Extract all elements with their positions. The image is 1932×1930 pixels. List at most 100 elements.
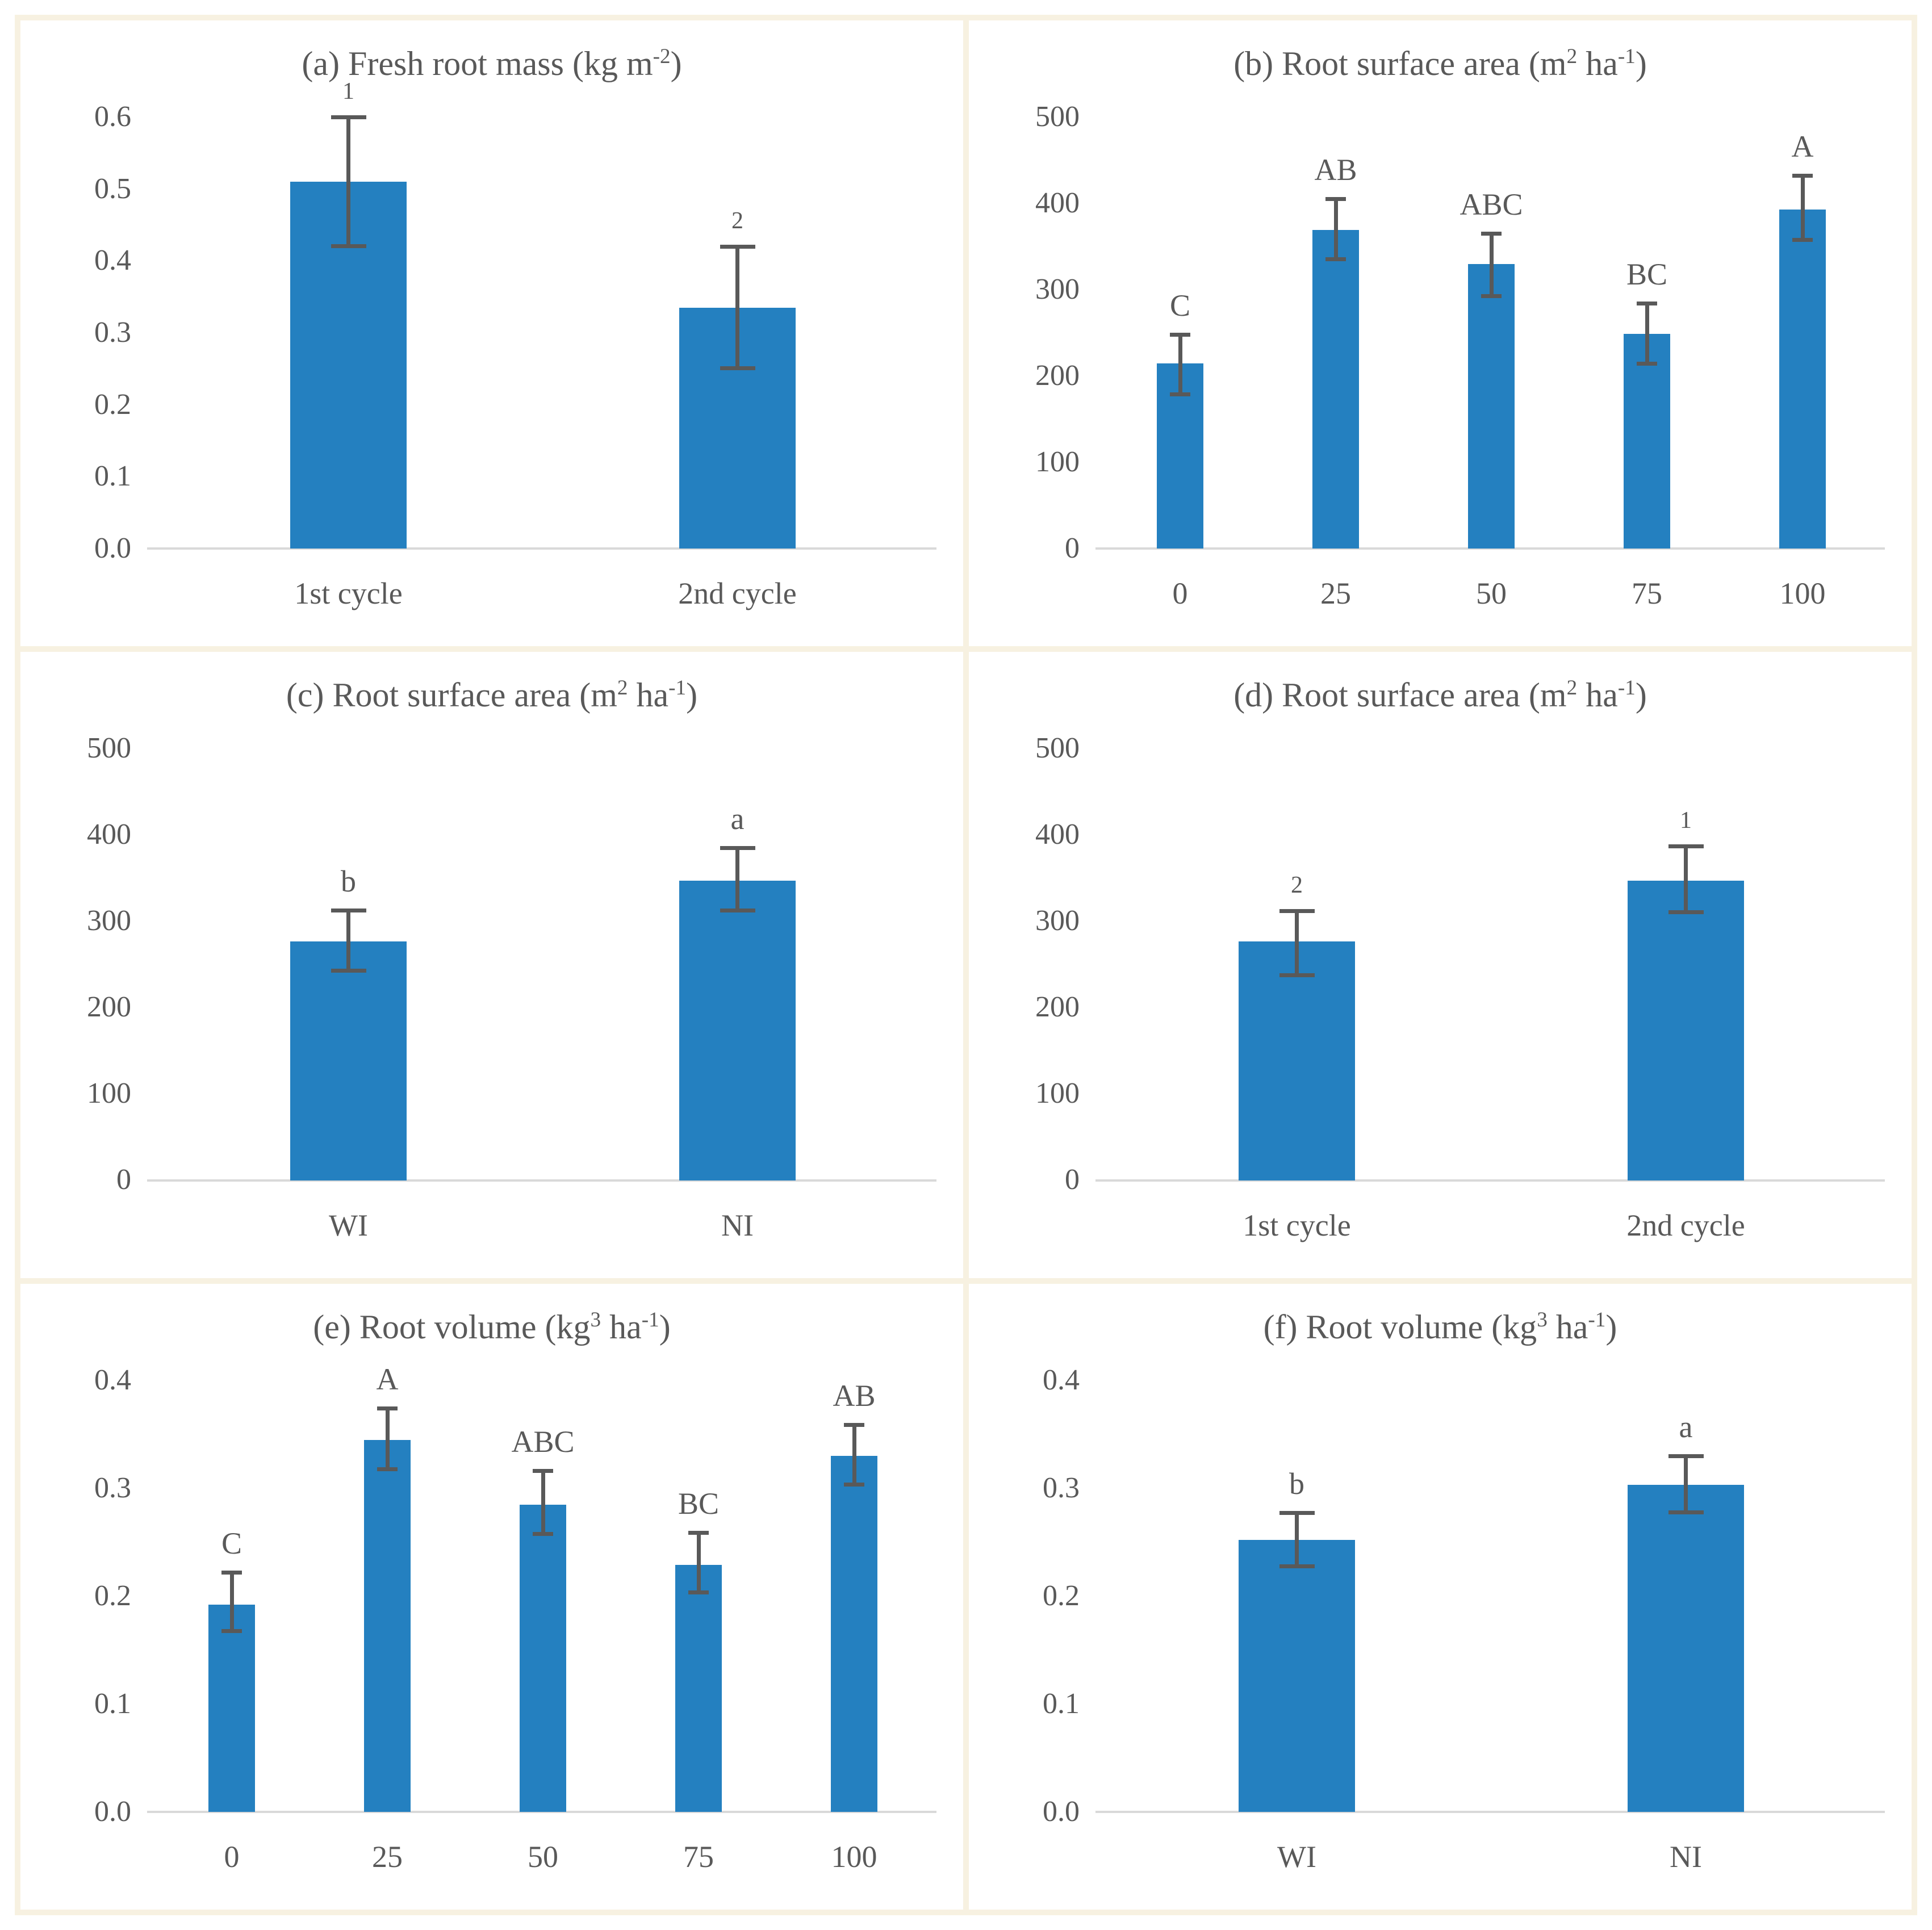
- x-category-label: WI: [329, 1208, 368, 1242]
- x-category-label: 75: [683, 1840, 714, 1874]
- bar-WI: [1238, 1540, 1356, 1812]
- y-tick-label: 0: [1065, 1163, 1080, 1196]
- title-text: (c) Root surface area (m: [286, 676, 617, 714]
- error-bar: [385, 1408, 390, 1470]
- error-bar-cap-bottom: [1325, 257, 1346, 261]
- y-tick-label: 0.4: [94, 1363, 131, 1396]
- error-bar-cap-bottom: [720, 909, 755, 913]
- x-category-label: NI: [721, 1208, 754, 1242]
- error-bar: [1684, 1455, 1688, 1513]
- error-bar: [229, 1572, 234, 1632]
- bar-100: [1779, 209, 1826, 549]
- x-axis-line: [1095, 1179, 1885, 1182]
- bar-NI: [679, 881, 796, 1180]
- y-tick-label: 300: [1035, 273, 1080, 305]
- plot-area-f: 0.0 0.1 0.2 0.3 0.4 b WI a NI: [1043, 1365, 1885, 1872]
- title-superscript: 3: [1537, 1308, 1548, 1332]
- six-panel-bar-chart-figure: (a) Fresh root mass (kg m-2) 0.0 0.1 0.2 0.…: [15, 15, 1917, 1915]
- title-superscript: -1: [1617, 676, 1636, 700]
- y-tick-label: 0.1: [94, 1687, 131, 1720]
- y-tick-label: 0.4: [1043, 1363, 1080, 1396]
- title-text: ): [1605, 1308, 1617, 1346]
- error-bar-cap-bottom: [720, 366, 755, 371]
- error-bar-cap-top: [720, 846, 755, 851]
- bar-50: [519, 1504, 567, 1812]
- y-tick-label: 0.3: [94, 1471, 131, 1504]
- title-superscript: -1: [1588, 1308, 1606, 1332]
- y-tick-label: 0.4: [94, 244, 131, 277]
- y-tick-label: 0.2: [1043, 1579, 1080, 1612]
- y-tick-label: 400: [87, 818, 131, 851]
- title-superscript: 2: [1566, 45, 1578, 68]
- significance-label: 1: [1680, 807, 1692, 834]
- title-superscript: -2: [653, 45, 671, 68]
- error-bar: [735, 848, 739, 911]
- significance-label: 1: [342, 78, 354, 104]
- x-axis-line: [1095, 547, 1885, 550]
- y-tick-label: 0: [116, 1163, 131, 1196]
- plot-area-a: 0.0 0.1 0.2 0.3 0.4 0.5 0.6 1 1st cycle 2 2nd cycl…: [94, 79, 936, 609]
- error-bar-cap-top: [1668, 1454, 1704, 1458]
- error-bar-cap-bottom: [688, 1590, 709, 1594]
- error-bar-cap-top: [331, 908, 366, 912]
- chart-title-d: (d) Root surface area (m2 ha-1): [969, 676, 1912, 715]
- error-bar-cap-top: [688, 1530, 709, 1535]
- x-category-label: 2nd cycle: [1626, 1208, 1745, 1242]
- y-tick-label: 0.6: [94, 101, 131, 133]
- error-bar: [1800, 175, 1805, 241]
- title-text: ha: [601, 1308, 642, 1346]
- y-tick-label: 200: [1035, 991, 1080, 1024]
- bar-NI: [1627, 1485, 1745, 1812]
- error-bar-cap-top: [1279, 909, 1315, 914]
- y-tick-label: 100: [1035, 446, 1080, 478]
- significance-label: ABC: [511, 1425, 575, 1459]
- title-text: ): [1635, 676, 1647, 714]
- y-tick-label: 300: [87, 905, 131, 937]
- error-bar-cap-top: [1169, 333, 1191, 337]
- bar-25: [1312, 230, 1360, 549]
- x-category-label: 100: [831, 1840, 877, 1874]
- x-axis-line: [1095, 1811, 1885, 1813]
- bar-25: [363, 1439, 411, 1812]
- panel-e-root-volume-rates: (e) Root volume (kg3 ha-1) 0.0 0.1 0.2 0.3 0…: [20, 1283, 963, 1910]
- x-category-label: 50: [528, 1840, 558, 1874]
- title-superscript: 3: [590, 1308, 601, 1332]
- title-text: ha: [1547, 1308, 1588, 1346]
- bar-75: [1623, 333, 1671, 549]
- significance-label: AB: [833, 1378, 876, 1413]
- error-bar-cap-bottom: [1279, 1564, 1315, 1569]
- bar-50: [1467, 263, 1515, 549]
- significance-label: AB: [1314, 153, 1357, 187]
- y-tick-label: 500: [1035, 732, 1080, 765]
- y-tick-label: 0.5: [94, 172, 131, 205]
- title-text: (d) Root surface area (m: [1233, 676, 1567, 714]
- x-category-label: 2nd cycle: [678, 576, 797, 611]
- title-superscript: -1: [641, 1308, 659, 1332]
- error-bar-cap-top: [331, 115, 366, 119]
- x-category-label: WI: [1277, 1840, 1316, 1874]
- x-axis-line: [147, 1811, 936, 1813]
- error-bar: [1645, 303, 1649, 364]
- y-tick-label: 500: [1035, 101, 1080, 133]
- error-bar-cap-top: [720, 245, 755, 249]
- y-tick-label: 0.0: [94, 1795, 131, 1828]
- title-text: ): [1635, 45, 1647, 82]
- error-bar: [1333, 199, 1338, 259]
- significance-label: 2: [1291, 872, 1303, 899]
- x-axis-line: [147, 1179, 936, 1182]
- y-tick-label: 0: [1065, 532, 1080, 564]
- x-category-label: 0: [1172, 576, 1188, 611]
- title-text: ha: [628, 676, 669, 714]
- plot-area-d: 0 100 200 300 400 500 2 1st cycle 1 2nd cycle: [1035, 734, 1885, 1241]
- error-bar-cap-top: [1325, 197, 1346, 202]
- panel-b-root-surface-area-rates: (b) Root surface area (m2 ha-1) 0 100 200 3…: [969, 20, 1912, 647]
- title-text: ha: [1577, 676, 1618, 714]
- error-bar-cap-top: [532, 1469, 554, 1473]
- error-bar-cap-top: [1668, 844, 1704, 849]
- error-bar-cap-bottom: [1668, 1510, 1704, 1515]
- significance-label: C: [1169, 288, 1191, 323]
- x-category-label: 1st cycle: [294, 576, 403, 611]
- title-text: ): [659, 1308, 671, 1346]
- significance-label: b: [341, 864, 356, 898]
- error-bar-cap-top: [1279, 1511, 1315, 1515]
